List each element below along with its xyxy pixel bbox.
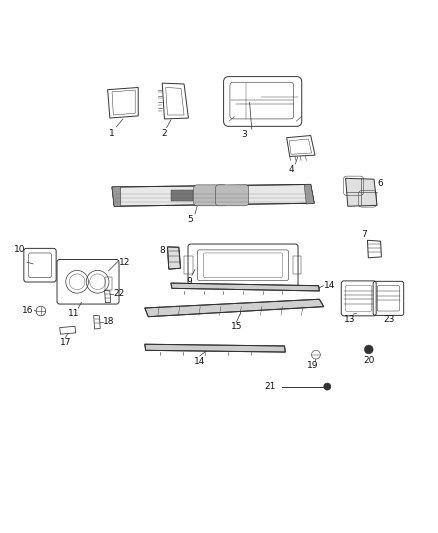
- Polygon shape: [112, 187, 121, 206]
- Bar: [293, 256, 300, 274]
- Text: 17: 17: [60, 338, 71, 347]
- Text: 2: 2: [162, 130, 167, 139]
- Text: 14: 14: [194, 357, 205, 366]
- Polygon shape: [346, 179, 377, 206]
- Bar: [184, 256, 193, 274]
- Circle shape: [364, 345, 373, 354]
- Text: 23: 23: [384, 314, 395, 324]
- Text: 14: 14: [324, 281, 335, 290]
- Polygon shape: [304, 184, 314, 204]
- Polygon shape: [171, 283, 319, 291]
- Text: 20: 20: [363, 357, 374, 366]
- Text: 4: 4: [289, 165, 294, 174]
- Text: 5: 5: [188, 215, 194, 224]
- Bar: [171, 190, 193, 201]
- Polygon shape: [112, 184, 314, 206]
- Polygon shape: [145, 344, 286, 352]
- Text: 1: 1: [109, 128, 115, 138]
- Text: 6: 6: [377, 179, 383, 188]
- Text: 21: 21: [265, 382, 276, 391]
- Text: 10: 10: [14, 245, 25, 254]
- FancyBboxPatch shape: [215, 185, 249, 206]
- Polygon shape: [167, 247, 180, 269]
- Text: 8: 8: [159, 246, 165, 255]
- FancyBboxPatch shape: [194, 185, 227, 206]
- Bar: [105, 277, 113, 289]
- Text: 15: 15: [231, 322, 242, 332]
- Polygon shape: [145, 299, 324, 317]
- Text: 11: 11: [68, 309, 80, 318]
- Text: 7: 7: [362, 230, 367, 239]
- Text: 9: 9: [187, 277, 192, 286]
- Text: 18: 18: [103, 318, 115, 326]
- Text: 13: 13: [344, 314, 356, 324]
- Circle shape: [324, 383, 331, 390]
- Text: 3: 3: [241, 130, 247, 139]
- Text: 19: 19: [307, 361, 318, 370]
- Text: 22: 22: [113, 289, 124, 298]
- Text: 12: 12: [119, 257, 130, 266]
- Text: 16: 16: [22, 305, 34, 314]
